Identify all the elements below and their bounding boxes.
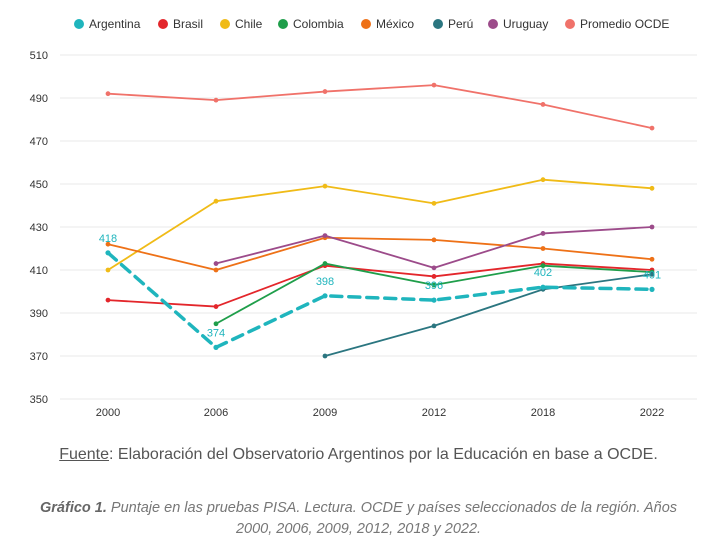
- data-point-argentina: [431, 297, 437, 303]
- series-line-argentina: [106, 251, 654, 350]
- y-tick-label: 370: [30, 351, 48, 363]
- data-point-chile: [105, 267, 111, 273]
- data-point-mexico: [649, 256, 655, 262]
- data-point-peru: [322, 353, 328, 359]
- data-point-colombia: [540, 263, 546, 269]
- data-point-argentina: [322, 293, 328, 299]
- data-point-colombia: [431, 282, 437, 288]
- data-point-peru: [431, 323, 437, 329]
- data-point-mexico: [540, 246, 546, 251]
- data-point-promedio-ocde: [431, 82, 437, 88]
- series-line-peru: [324, 273, 653, 357]
- legend-marker-mexico: [361, 19, 371, 29]
- data-point-promedio-ocde: [105, 91, 111, 97]
- caption-text: Puntaje en las pruebas PISA. Lectura. OC…: [106, 500, 678, 537]
- source-label: Fuente: [59, 446, 110, 463]
- data-label-argentina: 401: [643, 269, 661, 281]
- data-point-argentina: [213, 344, 219, 350]
- data-point-uruguay: [213, 261, 219, 266]
- legend-label-peru: Perú: [448, 17, 473, 31]
- data-point-mexico: [431, 237, 437, 243]
- data-point-uruguay: [649, 224, 655, 230]
- data-point-chile: [322, 183, 328, 189]
- source-text: : Elaboración del Observatorio Argentino…: [109, 446, 658, 463]
- data-point-colombia: [322, 261, 328, 266]
- legend-marker-argentina: [74, 19, 84, 29]
- caption-label: Gráfico 1.: [40, 500, 107, 516]
- data-point-chile: [213, 198, 219, 204]
- data-labels: 418 374 398 396 402 401: [99, 233, 661, 340]
- data-label-argentina: 396: [425, 280, 443, 292]
- data-point-promedio-ocde: [540, 102, 546, 107]
- legend-marker-peru: [433, 19, 443, 29]
- x-tick-label: 2009: [313, 407, 337, 419]
- data-point-uruguay: [431, 265, 437, 271]
- y-tick-label: 450: [30, 179, 48, 191]
- y-tick-label: 470: [30, 136, 48, 148]
- legend-marker-colombia: [278, 19, 288, 29]
- data-label-argentina: 418: [99, 233, 117, 245]
- x-tick-label: 2000: [96, 407, 120, 419]
- legend-marker-chile: [220, 19, 230, 29]
- data-point-chile: [540, 177, 546, 183]
- y-tick-label: 410: [30, 265, 48, 277]
- data-point-argentina: [105, 250, 111, 256]
- x-tick-label: 2018: [531, 407, 555, 419]
- y-tick-label: 430: [30, 222, 48, 234]
- legend-label-uruguay: Uruguay: [503, 17, 548, 31]
- source-note: Fuente: Elaboración del Observatorio Arg…: [0, 446, 717, 464]
- data-label-argentina: 374: [207, 327, 225, 339]
- series-line-promedio-ocde: [107, 84, 653, 130]
- legend-label-mexico: México: [376, 17, 414, 31]
- data-label-argentina: 398: [316, 276, 334, 288]
- legend: Argentina Brasil Chile Colombia México Perú Ur…: [74, 17, 669, 31]
- y-axis: 350 370 390 410 430 450 470 490 510: [30, 50, 48, 406]
- y-tick-label: 390: [30, 308, 48, 320]
- data-point-mexico: [213, 267, 219, 273]
- data-point-brasil: [105, 297, 111, 303]
- data-point-argentina: [649, 286, 655, 292]
- y-tick-label: 350: [30, 394, 48, 406]
- data-point-chile: [431, 200, 437, 206]
- data-point-mexico: [105, 241, 111, 247]
- series-group: [105, 82, 655, 359]
- series-line-uruguay: [215, 226, 653, 269]
- data-point-promedio-ocde: [322, 89, 328, 94]
- data-label-argentina: 402: [534, 267, 552, 279]
- x-tick-label: 2022: [640, 407, 664, 419]
- data-point-brasil: [213, 304, 219, 309]
- x-tick-label: 2012: [422, 407, 446, 419]
- legend-marker-brasil: [158, 19, 168, 29]
- legend-marker-promedio-ocde: [565, 19, 575, 29]
- series-line-mexico: [107, 236, 653, 271]
- data-point-uruguay: [540, 231, 546, 236]
- chart: Argentina Brasil Chile Colombia México Perú Ur…: [30, 17, 697, 419]
- legend-label-colombia: Colombia: [293, 17, 344, 31]
- data-point-colombia: [213, 321, 219, 327]
- data-point-argentina: [540, 284, 546, 290]
- data-point-brasil: [431, 274, 437, 279]
- data-point-peru: [649, 271, 655, 277]
- legend-label-promedio-ocde: Promedio OCDE: [580, 17, 669, 31]
- legend-label-chile: Chile: [235, 17, 263, 31]
- y-tick-label: 490: [30, 93, 48, 105]
- grid: [60, 54, 697, 400]
- x-tick-label: 2006: [204, 407, 228, 419]
- series-line-brasil: [107, 262, 653, 308]
- series-line-chile: [107, 178, 653, 271]
- data-point-chile: [649, 185, 655, 191]
- data-point-promedio-ocde: [213, 97, 219, 103]
- legend-label-brasil: Brasil: [173, 17, 203, 31]
- y-tick-label: 510: [30, 50, 48, 62]
- legend-label-argentina: Argentina: [89, 17, 141, 31]
- legend-marker-uruguay: [488, 19, 498, 29]
- figure-caption: Gráfico 1. Puntaje en las pruebas PISA. …: [40, 498, 677, 540]
- data-point-uruguay: [322, 233, 328, 239]
- data-point-promedio-ocde: [649, 125, 655, 131]
- x-axis: 2000 2006 2009 2012 2018 2022: [96, 407, 664, 419]
